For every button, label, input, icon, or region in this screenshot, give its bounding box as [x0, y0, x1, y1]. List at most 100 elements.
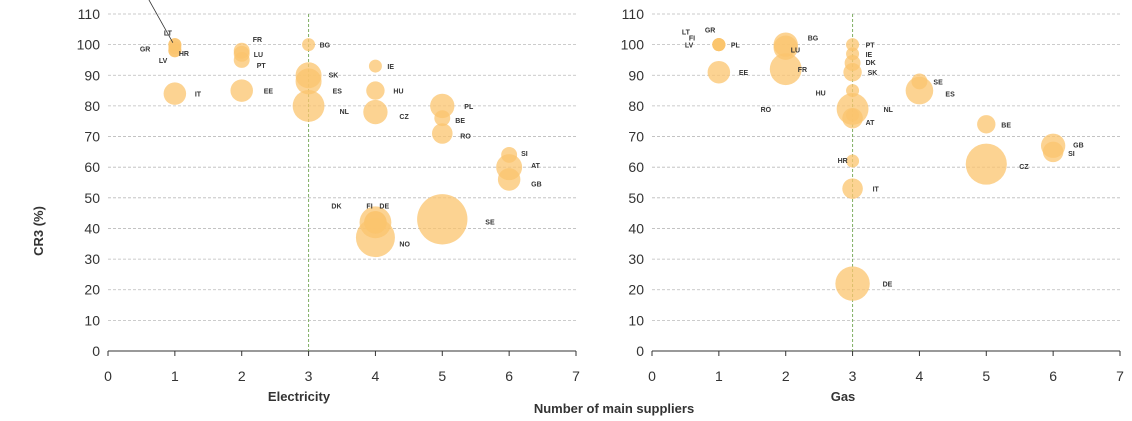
- electricity-x-tick-label: 2: [238, 368, 246, 384]
- gas-point-label-si: SI: [1068, 151, 1075, 158]
- gas-bubble-pl: [712, 38, 726, 52]
- electricity-point-label-es: ES: [333, 88, 343, 95]
- gas-bubble-be: [977, 115, 996, 134]
- electricity-bubble-ee: [230, 79, 253, 102]
- gas-point-label-pl: PL: [731, 43, 741, 50]
- electricity-bubble-si: [501, 146, 518, 163]
- electricity-x-tick-label: 1: [171, 368, 179, 384]
- electricity-bubble-hu: [366, 81, 385, 100]
- gas-point-label-lt: LT: [682, 30, 691, 37]
- electricity-point-label-fi: FI: [366, 203, 372, 210]
- electricity-point-label-hu: HU: [393, 89, 403, 96]
- electricity-x-tick-label: 6: [505, 368, 513, 384]
- electricity-point-label-se: SE: [485, 219, 495, 226]
- gas-x-tick-label: 2: [782, 368, 790, 384]
- electricity-point-label-cz: CZ: [399, 114, 409, 121]
- electricity-y-tick-label: 10: [84, 312, 100, 328]
- electricity-point-label-dk: DK: [331, 203, 341, 210]
- electricity-point-label-ie: IE: [387, 64, 394, 71]
- electricity-x-tick-label: 5: [438, 368, 446, 384]
- gas-bubble-ie: [846, 47, 860, 61]
- gas-point-label-pt: PT: [866, 43, 876, 50]
- gas-y-tick-label: 110: [622, 6, 645, 22]
- electricity-y-tick-label: 90: [84, 67, 100, 83]
- gas-panel: 0 10 20 30 40 50 60 70 80 90 100 110 0 1 2 3 4 5 6 7 Gas LT GR…: [621, 6, 1124, 404]
- electricity-y-tick-label: 20: [84, 282, 100, 298]
- gas-y-tick-label: 80: [628, 98, 644, 114]
- electricity-y-tick-label: 80: [84, 98, 100, 114]
- electricity-point-label-bg: BG: [320, 43, 331, 50]
- electricity-point-label-nl: NL: [340, 109, 350, 116]
- gas-bubble-hu: [846, 84, 860, 98]
- gas-y-tick-label: 100: [621, 37, 645, 53]
- gas-y-tick-label: 70: [628, 129, 644, 145]
- y-axis-title: CR3 (%): [31, 206, 46, 256]
- gas-y-tick-label: 0: [636, 343, 644, 359]
- electricity-x-tick-label: 4: [372, 368, 380, 384]
- gas-point-label-gb: GB: [1073, 143, 1084, 150]
- gas-bubble-dk: [844, 55, 861, 71]
- gas-y-tick-label: 40: [628, 220, 644, 236]
- electricity-bubble-ie: [368, 59, 382, 73]
- gas-bubble-pt: [846, 38, 860, 52]
- gas-x-tick-label: 4: [916, 368, 924, 384]
- gas-y-tick-label: 30: [628, 251, 644, 267]
- gas-panel-xlabel: Gas: [831, 389, 856, 404]
- electricity-bubble-es: [295, 68, 322, 95]
- electricity-point-label-lv: LV: [159, 58, 168, 65]
- gas-point-label-ie: IE: [866, 52, 873, 59]
- electricity-point-label-at: AT: [531, 163, 541, 170]
- gas-point-label-es: ES: [945, 92, 955, 99]
- electricity-point-label-gb: GB: [531, 181, 542, 188]
- gas-y-tick-label: 60: [628, 159, 644, 175]
- electricity-bubble-cz: [363, 99, 388, 125]
- electricity-point-label-pt: PT: [257, 63, 267, 70]
- electricity-point-label-pl: PL: [464, 104, 474, 111]
- gas-bubble-de: [835, 266, 870, 301]
- electricity-y-tick-label: 40: [84, 220, 100, 236]
- electricity-y-tick-label: 100: [77, 37, 101, 53]
- gas-bubble-it: [842, 178, 863, 199]
- gas-point-label-nl: NL: [884, 107, 894, 114]
- gas-point-label-ro: RO: [761, 107, 772, 114]
- electricity-x-tick-label: 7: [572, 368, 580, 384]
- gas-point-label-ee: EE: [739, 70, 749, 77]
- electricity-bubble-pl: [430, 93, 455, 119]
- gas-point-label-fr: FR: [798, 67, 807, 74]
- gas-bubble-fr: [769, 53, 802, 86]
- electricity-y-tick-label: 30: [84, 251, 100, 267]
- gas-point-label-lu: LU: [791, 48, 800, 55]
- electricity-point-label-ee: EE: [264, 89, 274, 96]
- gas-point-label-dk: DK: [866, 60, 876, 67]
- electricity-point-label-lu: LU: [254, 52, 263, 59]
- electricity-bubble-bg: [302, 38, 316, 52]
- gas-y-tick-label: 10: [628, 312, 644, 328]
- gas-bubble-cz: [965, 143, 1007, 185]
- gas-x-tick-label: 6: [1049, 368, 1057, 384]
- electricity-point-label-de: DE: [379, 203, 389, 210]
- gas-point-label-bg: BG: [808, 36, 819, 43]
- electricity-y-tick-label: 110: [78, 6, 101, 22]
- x-axis-title: Number of main suppliers: [534, 401, 694, 416]
- electricity-bubble-nl: [292, 89, 325, 122]
- electricity-bubble-be: [434, 110, 451, 127]
- gas-point-label-cz: CZ: [1019, 164, 1029, 171]
- electricity-point-label-sk: SK: [329, 72, 339, 79]
- electricity-bubble-it: [163, 82, 187, 105]
- electricity-point-label-si: SI: [521, 151, 528, 158]
- electricity-point-label-fr: FR: [253, 37, 262, 44]
- gas-point-label-gr: GR: [705, 28, 716, 35]
- gas-y-tick-label: 50: [628, 190, 644, 206]
- electricity-x-tick-label: 0: [104, 368, 112, 384]
- electricity-bubble-pt: [233, 51, 250, 68]
- gas-point-label-hu: HU: [816, 91, 826, 98]
- gas-point-label-de: DE: [883, 282, 893, 289]
- electricity-bubble-lv: [168, 44, 182, 58]
- gas-x-tick-label: 0: [648, 368, 656, 384]
- electricity-x-tick-label: 3: [305, 368, 313, 384]
- electricity-point-label-be: BE: [455, 118, 465, 125]
- electricity-bubble-fi: [364, 211, 387, 234]
- gas-x-tick-label: 1: [715, 368, 723, 384]
- electricity-point-label-lt: LT: [164, 31, 173, 38]
